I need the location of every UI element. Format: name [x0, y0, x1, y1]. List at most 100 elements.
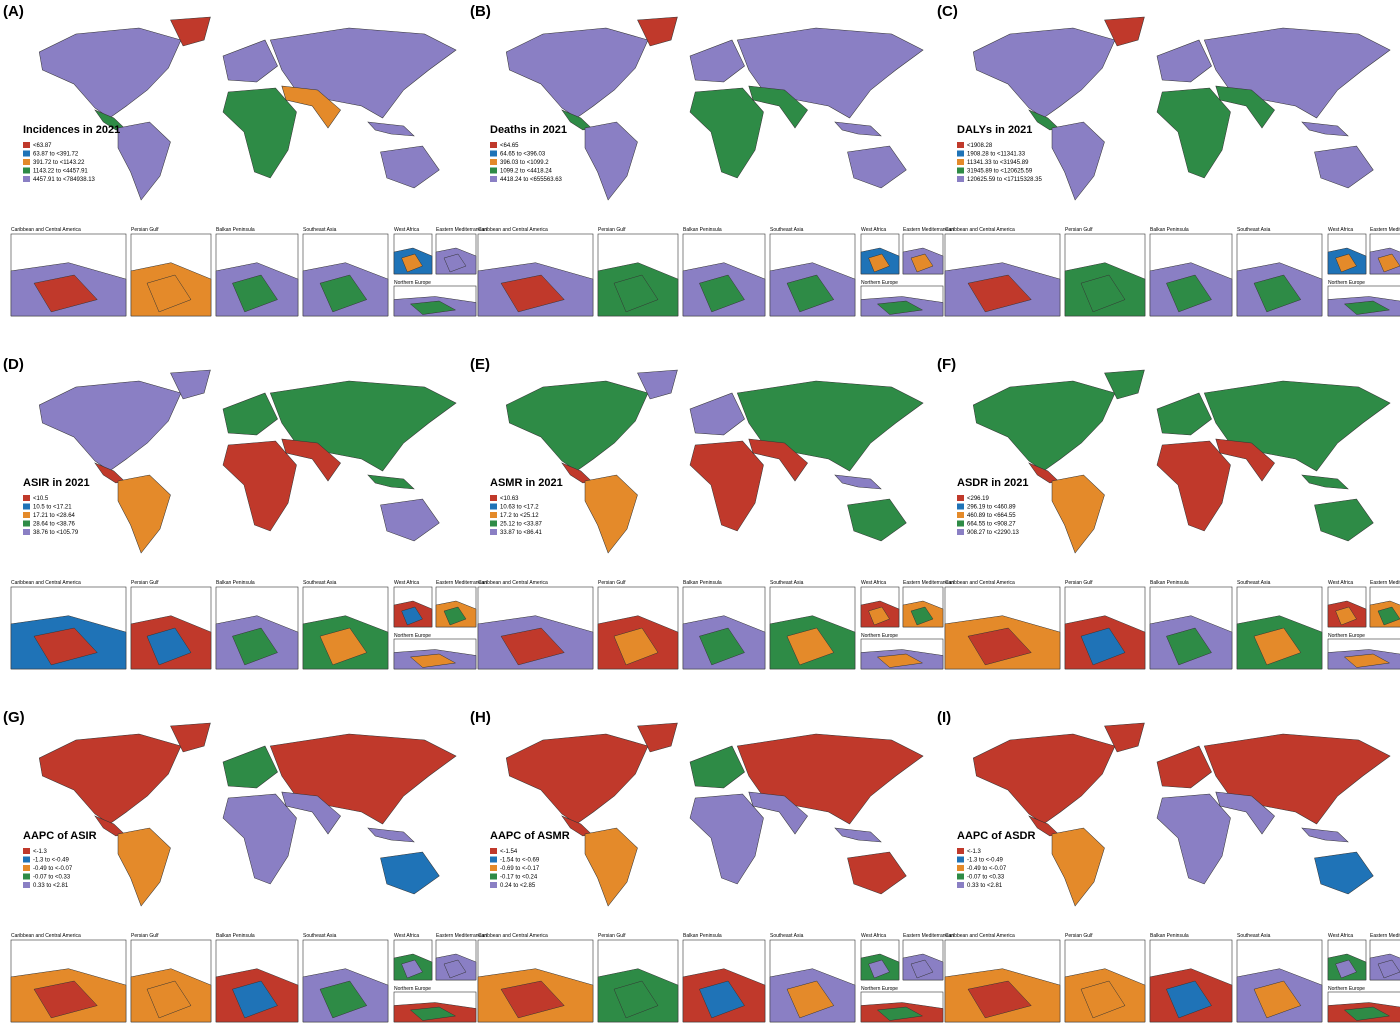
inset-region — [910, 253, 934, 273]
inset-title: Southeast Asia — [303, 933, 337, 939]
country-region — [847, 851, 907, 895]
legend-swatch — [957, 495, 964, 501]
inset-region — [33, 980, 98, 1019]
inset-title: Southeast Asia — [303, 580, 337, 586]
legend-swatch — [490, 873, 497, 880]
inset-region — [33, 627, 98, 666]
inset-title: Caribbean and Central America — [11, 580, 81, 586]
country-region — [380, 498, 440, 542]
country-region — [736, 733, 924, 825]
legend-swatch — [23, 529, 30, 535]
inset-region — [1343, 1006, 1391, 1021]
inset-region — [319, 980, 368, 1019]
world-map — [505, 722, 924, 907]
legend-swatch — [957, 167, 964, 174]
inset-region — [1080, 627, 1126, 666]
legend-swatch — [23, 150, 30, 157]
inset-region — [443, 606, 467, 626]
inset-title: Northern Europe — [861, 633, 898, 639]
country-region — [1156, 39, 1212, 83]
country-region — [281, 791, 341, 835]
country-region — [1156, 392, 1212, 436]
country-region — [1301, 827, 1349, 843]
inset-region — [1377, 606, 1400, 626]
legend-label: -0.49 to <-0.07 — [967, 866, 1007, 872]
inset-title: Northern Europe — [1328, 633, 1365, 639]
country-region — [1156, 87, 1231, 179]
inset-title: West Africa — [394, 227, 419, 233]
legend-title: Deaths in 2021 — [490, 124, 567, 136]
inset-region — [1080, 980, 1126, 1019]
inset-region — [146, 274, 192, 313]
country-region — [736, 380, 924, 472]
inset-region — [1335, 253, 1357, 273]
legend-swatch — [957, 865, 964, 871]
inset-region — [146, 627, 192, 666]
legend-swatch — [957, 856, 964, 863]
inset-title: Caribbean and Central America — [945, 580, 1015, 586]
legend-swatch — [490, 142, 497, 148]
legend-label: 1099.2 to <4418.24 — [500, 169, 553, 175]
country-region — [222, 39, 278, 83]
legend-label: 10.5 to <17.21 — [33, 505, 72, 511]
country-region — [584, 474, 638, 554]
country-region — [1215, 85, 1275, 129]
country-region — [367, 474, 415, 490]
inset-title: Persian Gulf — [1065, 580, 1093, 586]
legend-swatch — [957, 512, 964, 518]
inset-title: Persian Gulf — [131, 933, 159, 939]
country-region — [269, 733, 457, 825]
insets: Caribbean and Central America Persian Gul… — [477, 933, 954, 1023]
country-region — [637, 16, 678, 47]
inset-title: Eastern Mediterranean — [436, 933, 487, 939]
country-region — [972, 27, 1116, 119]
insets: Caribbean and Central America Persian Gul… — [477, 580, 954, 670]
country-region — [972, 380, 1116, 472]
inset-region — [401, 959, 423, 979]
legend-label: 120625.59 to <17115328.35 — [967, 177, 1042, 183]
legend-label: 0.33 to <2.81 — [967, 883, 1003, 889]
legend-title: Incidences in 2021 — [23, 124, 120, 136]
panel-label: (B) — [470, 3, 491, 20]
legend-swatch — [490, 176, 497, 182]
country-region — [1215, 438, 1275, 482]
legend-label: 0.33 to <2.81 — [33, 883, 69, 889]
legend-swatch — [490, 856, 497, 863]
country-region — [689, 793, 764, 885]
inset-title: Caribbean and Central America — [478, 933, 548, 939]
legend-label: 460.89 to <664.55 — [967, 513, 1016, 519]
country-region — [972, 733, 1116, 825]
inset-region — [876, 653, 924, 668]
country-region — [38, 733, 182, 825]
inset-title: Caribbean and Central America — [945, 933, 1015, 939]
inset-region — [500, 980, 565, 1019]
inset-title: Persian Gulf — [1065, 933, 1093, 939]
legend-label: 28.64 to <38.76 — [33, 522, 76, 528]
inset-region — [1377, 253, 1400, 273]
country-region — [505, 27, 649, 119]
inset-region — [910, 606, 934, 626]
legend-label: -0.07 to <0.33 — [967, 875, 1005, 881]
country-region — [736, 27, 924, 119]
inset-region — [868, 959, 890, 979]
country-region — [505, 733, 649, 825]
country-region — [1104, 722, 1145, 753]
legend-label: 17.2 to <25.12 — [500, 513, 539, 519]
legend-label: 4457.91 to <784938.13 — [33, 177, 96, 183]
panel-label: (E) — [470, 356, 490, 373]
inset-region — [967, 274, 1032, 313]
panel-label: (H) — [470, 709, 491, 726]
insets: Caribbean and Central America Persian Gul… — [944, 580, 1400, 670]
legend-label: 63.87 to <391.72 — [33, 152, 79, 158]
country-region — [1301, 121, 1349, 137]
inset-title: Northern Europe — [861, 986, 898, 992]
legend-swatch — [23, 882, 30, 888]
panel: (C) DALYs in 2021 <1908.28 1908.28 to <1134… — [937, 3, 1400, 317]
legend-title: ASDR in 2021 — [957, 477, 1029, 489]
world-map — [972, 722, 1391, 907]
inset-title: West Africa — [861, 580, 886, 586]
inset-region — [876, 1006, 924, 1021]
legend-label: -1.54 to <-0.69 — [500, 858, 540, 864]
inset-region — [1377, 959, 1400, 979]
